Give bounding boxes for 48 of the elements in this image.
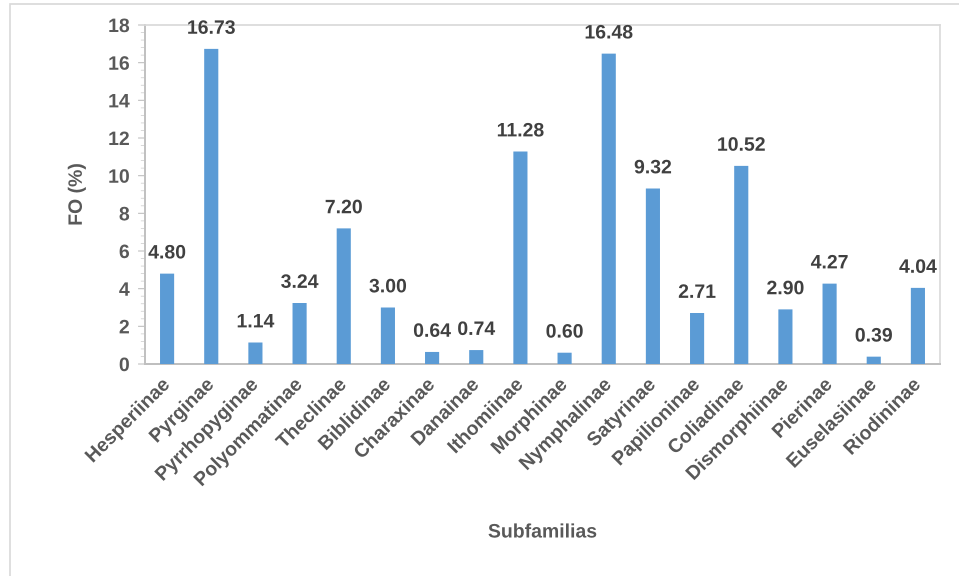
data-label: 4.27 [810,254,848,268]
y-tick-label: 16 [109,56,130,70]
x-axis-title: Subfamilias [488,523,596,538]
bar [248,342,262,364]
y-tick-label: 18 [109,18,130,32]
y-tick-label: 12 [109,131,129,146]
bar [866,356,881,364]
bar [513,152,528,364]
bar [602,54,616,364]
bar [160,274,174,364]
bar [822,284,837,364]
y-tick-label: 10 [109,169,129,183]
bar [292,302,307,364]
data-label: 4.80 [148,244,186,259]
bar [734,166,748,364]
bar [910,288,925,364]
data-label: 16.73 [188,20,235,34]
data-label: 9.32 [634,160,672,174]
data-label: 10.52 [718,137,765,151]
bar [558,352,572,364]
y-axis-title: FO (%) [68,164,86,225]
data-label: 4.04 [899,259,937,273]
bar [425,352,440,364]
data-label: 0.64 [414,323,451,337]
data-label: 0.74 [458,321,496,336]
data-label: 0.39 [856,328,892,342]
data-label: 16.48 [586,24,632,39]
bar [646,188,660,364]
data-label: 1.14 [238,314,274,328]
bar [778,309,792,364]
data-label: 3.24 [281,274,318,288]
y-tick-label: 14 [109,94,130,108]
bar [380,308,395,364]
y-tick-label: 6 [120,244,130,258]
y-tick-label: 8 [120,206,130,221]
data-label: 3.00 [369,278,406,293]
data-label: 7.20 [326,200,362,214]
y-tick-label: 0 [120,357,129,372]
bar [690,312,704,364]
bar [336,228,351,364]
y-tick-label: 2 [120,320,129,334]
data-label: 11.28 [498,122,544,137]
y-tick-label: 4 [119,282,130,296]
data-label: 0.60 [546,324,583,338]
bar [204,48,218,364]
bar [469,350,484,364]
data-label: 2.71 [678,284,716,298]
data-label: 2.90 [767,280,804,294]
